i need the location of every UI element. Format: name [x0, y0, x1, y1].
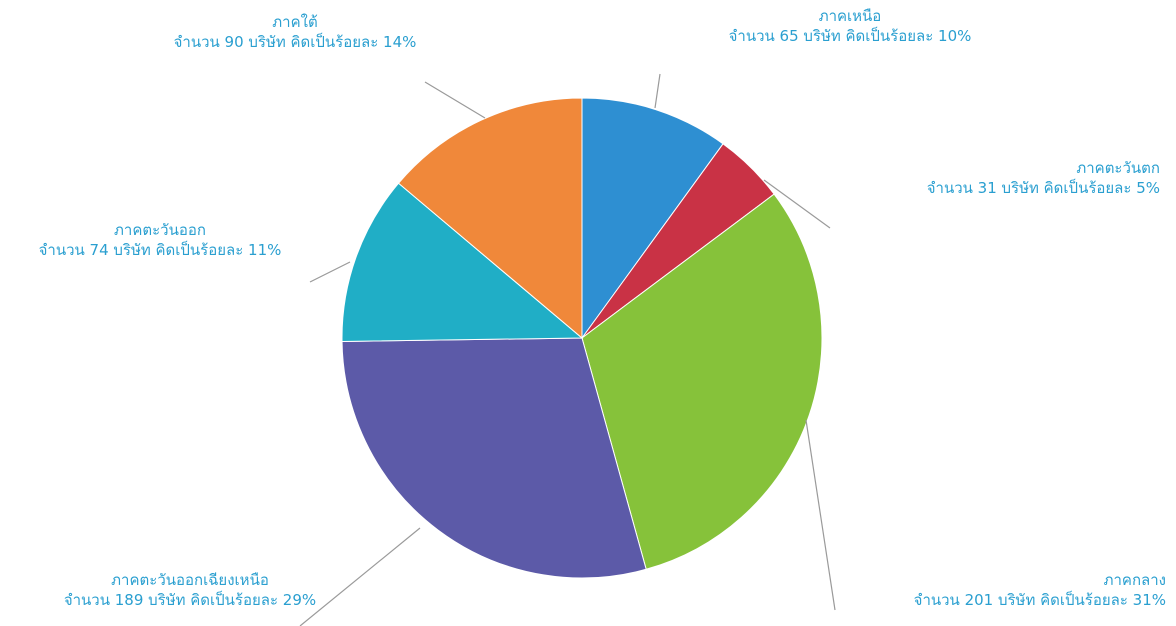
leader-line-northeast — [299, 527, 421, 626]
label-south-name: ภาคใต้ — [272, 13, 318, 31]
label-central: ภาคกลาง จำนวน 201 บริษัท คิดเป็นร้อยละ 3… — [810, 570, 1166, 610]
label-central-detail: จำนวน 201 บริษัท คิดเป็นร้อยละ 31% — [913, 591, 1166, 609]
label-northeast: ภาคตะวันออกเฉียงเหนือ จำนวน 189 บริษัท ค… — [20, 570, 360, 610]
leader-line-west — [763, 179, 831, 229]
label-north-detail: จำนวน 65 บริษัท คิดเป็นร้อยละ 10% — [728, 27, 972, 45]
pie-slices — [341, 97, 823, 579]
label-central-name: ภาคกลาง — [1103, 571, 1166, 589]
label-west: ภาคตะวันตก จำนวน 31 บริษัท คิดเป็นร้อยละ… — [820, 158, 1160, 198]
label-west-detail: จำนวน 31 บริษัท คิดเป็นร้อยละ 5% — [926, 179, 1160, 197]
slice-south — [397, 97, 583, 340]
leader-line-east — [309, 261, 351, 283]
slice-north — [581, 97, 724, 340]
label-east-detail: จำนวน 74 บริษัท คิดเป็นร้อยละ 11% — [38, 241, 282, 259]
slice-east — [341, 182, 584, 342]
slice-central — [581, 193, 823, 570]
label-northeast-detail: จำนวน 189 บริษัท คิดเป็นร้อยละ 29% — [63, 591, 317, 609]
label-north: ภาคเหนือ จำนวน 65 บริษัท คิดเป็นร้อยละ 1… — [690, 6, 1010, 46]
label-south: ภาคใต้ จำนวน 90 บริษัท คิดเป็นร้อยละ 14% — [140, 12, 450, 52]
label-north-name: ภาคเหนือ — [818, 7, 882, 25]
slice-northeast — [341, 337, 647, 579]
leader-line-north — [654, 73, 661, 109]
label-south-detail: จำนวน 90 บริษัท คิดเป็นร้อยละ 14% — [173, 33, 417, 51]
leader-line-central — [805, 419, 836, 611]
leader-line-south — [424, 81, 486, 119]
label-northeast-name: ภาคตะวันออกเฉียงเหนือ — [111, 571, 269, 589]
label-west-name: ภาคตะวันตก — [1076, 159, 1160, 177]
label-east: ภาคตะวันออก จำนวน 74 บริษัท คิดเป็นร้อยล… — [0, 220, 320, 260]
label-east-name: ภาคตะวันออก — [114, 221, 206, 239]
leader-lines — [299, 73, 836, 626]
